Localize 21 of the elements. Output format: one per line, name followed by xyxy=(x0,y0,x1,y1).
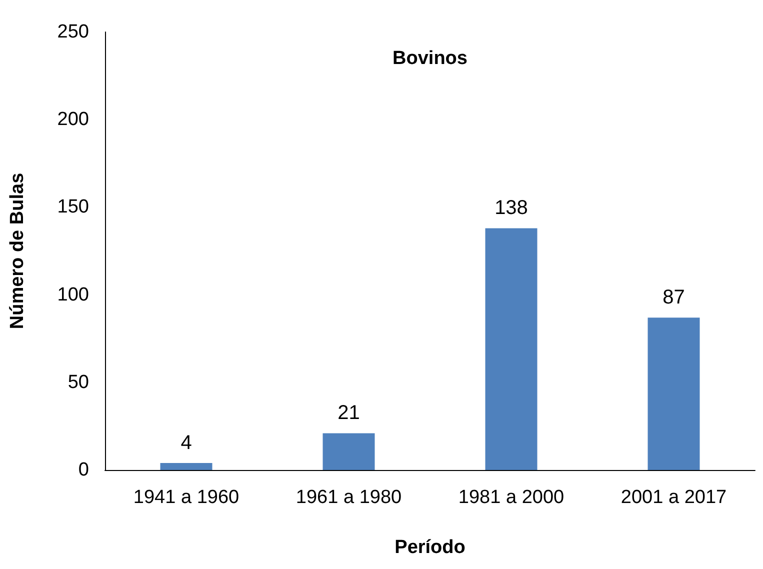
y-tick-label: 100 xyxy=(57,284,89,306)
data-label: 138 xyxy=(494,197,528,220)
text: Bovinos xyxy=(392,48,468,69)
x-tick-label: 1961 a 1980 xyxy=(296,487,402,508)
data-label: 21 xyxy=(338,402,360,424)
x-axis-title: Período xyxy=(394,537,466,558)
bar xyxy=(485,228,538,470)
y-tick-label: 250 xyxy=(57,22,89,42)
data-label: 87 xyxy=(662,286,685,309)
y-tick-label: 200 xyxy=(57,109,89,130)
x-tick-label: 1981 a 2000 xyxy=(458,487,564,508)
bar xyxy=(648,318,700,470)
bar xyxy=(322,433,375,470)
bar xyxy=(160,462,212,470)
data-label: 4 xyxy=(180,432,192,454)
y-tick-label: 150 xyxy=(57,196,89,218)
y-tick-label: 50 xyxy=(68,372,89,393)
y-tick-label: 0 xyxy=(78,460,89,480)
x-tick-label: 2001 a 2017 xyxy=(620,487,727,508)
y-axis-title: Número de Bulas xyxy=(7,172,28,330)
x-tick-label: 1941 a 1960 xyxy=(133,487,240,508)
